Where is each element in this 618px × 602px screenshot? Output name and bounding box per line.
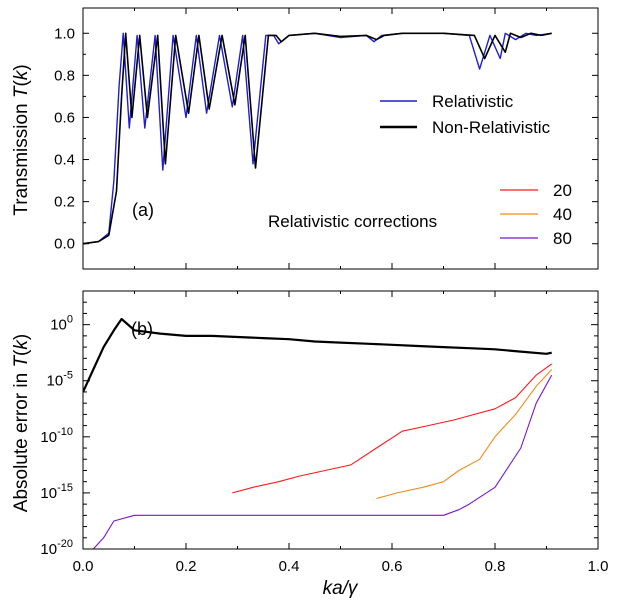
top-y-tick-label: 1.0 [54, 25, 75, 42]
top-panel-label: (a) [132, 200, 154, 220]
bottom-y-tick-label: 100 [50, 314, 73, 334]
corrections-legend: Relativistic corrections 20 40 80 [268, 181, 572, 248]
bottom-x-ticks: 0.0 0.2 0.4 0.6 0.8 1.0 [73, 291, 609, 575]
bottom-x-tick-label: 0.6 [382, 558, 403, 575]
legend-label-relativistic: Relativistic [432, 92, 514, 111]
corrections-label-80: 80 [553, 229, 572, 248]
bottom-y-axis-title: Absolute error in T(k) [11, 334, 32, 512]
corrections-label-40: 40 [553, 205, 572, 224]
top-y-ticks: 0.0 0.2 0.4 0.6 0.8 1.0 [54, 8, 599, 269]
main-legend: Relativistic Non-Relativistic [380, 92, 551, 137]
top-series-non-relativistic [83, 32, 552, 245]
top-y-tick-label: 0.6 [54, 109, 75, 126]
bottom-series-40 [376, 369, 553, 500]
bottom-x-tick-label: 0.4 [279, 558, 300, 575]
bottom-y-ticks: 100 10-5 10-10 10-15 10-20 [40, 290, 598, 558]
top-y-axis-title: Transmission T(k) [11, 64, 32, 215]
bottom-series-group [83, 317, 553, 549]
bottom-panel-label: (b) [131, 319, 153, 339]
bottom-y-tick-label: 10-15 [40, 482, 73, 502]
bottom-series-non-relativistic [83, 317, 552, 393]
top-y-tick-label: 0.2 [54, 194, 75, 211]
bottom-x-tick-label: 1.0 [588, 558, 609, 575]
bottom-panel: 100 10-5 10-10 10-15 10-20 0.0 0.2 0.4 0.6 0.8 1.… [11, 290, 609, 599]
bottom-x-tick-label: 0.8 [485, 558, 506, 575]
top-series-group [83, 32, 552, 245]
bottom-plot-frame [82, 290, 599, 550]
bottom-x-tick-label: 0.0 [73, 558, 94, 575]
bottom-y-tick-label: 10-5 [47, 370, 73, 390]
top-y-tick-label: 0.8 [54, 67, 75, 84]
bottom-series-20 [232, 363, 553, 494]
corrections-legend-title: Relativistic corrections [268, 212, 437, 231]
top-panel: 0.0 0.2 0.4 0.6 0.8 1.0 (a) Transmission T(k)… [11, 7, 599, 270]
bottom-series-80 [92, 374, 553, 549]
x-axis-title: ka/γ [323, 578, 359, 599]
bottom-y-tick-label: 10-10 [40, 426, 73, 446]
corrections-label-20: 20 [553, 181, 572, 200]
bottom-y-tick-label: 10-20 [40, 538, 73, 558]
legend-label-nonrelativistic: Non-Relativistic [432, 118, 551, 137]
top-series-relativistic [83, 32, 552, 245]
top-y-tick-label: 0.4 [54, 152, 75, 169]
bottom-x-tick-label: 0.2 [176, 558, 197, 575]
top-y-tick-label: 0.0 [54, 236, 75, 253]
